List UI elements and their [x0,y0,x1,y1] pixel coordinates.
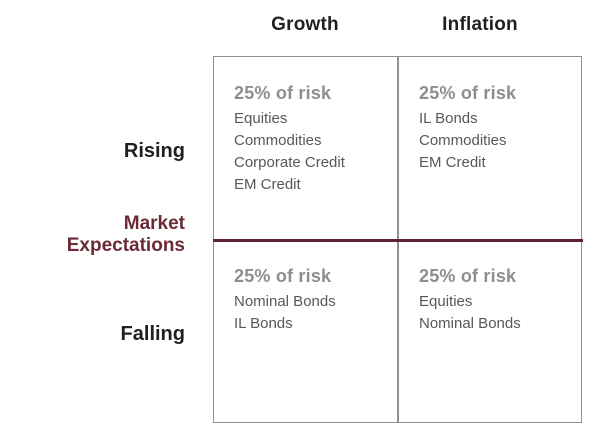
row-label-falling: Falling [120,323,185,345]
asset-item: Equities [234,110,288,127]
quadrant-falling-inflation: 25% of risk Equities Nominal Bonds [419,265,579,335]
asset-item: EM Credit [234,176,301,193]
risk-heading: 25% of risk [419,83,517,103]
column-header-inflation: Inflation [442,14,518,35]
asset-item: Commodities [419,132,507,149]
risk-heading: 25% of risk [419,266,517,286]
asset-item: IL Bonds [234,315,293,332]
asset-item: Nominal Bonds [419,315,521,332]
asset-item: Corporate Credit [234,154,345,171]
risk-heading: 25% of risk [234,83,332,103]
risk-heading: 25% of risk [234,266,332,286]
horizontal-maroon-divider [212,239,583,242]
quadrant-falling-growth: 25% of risk Nominal Bonds IL Bonds [234,265,394,335]
asset-item: IL Bonds [419,110,478,127]
row-label-rising: Rising [123,140,185,162]
asset-item: EM Credit [419,154,486,171]
quadrant-rising-inflation: 25% of risk IL Bonds Commodities EM Cred… [419,82,579,174]
axis-label-line1: Market [123,213,185,234]
matrix-box: 25% of risk Equities Commodities Corpora… [212,56,583,423]
column-header-growth: Growth [271,14,339,35]
axis-label-line2: Expectations [66,235,185,256]
quadrant-rising-growth: 25% of risk Equities Commodities Corpora… [234,82,394,196]
asset-item: Commodities [234,132,322,149]
asset-item: Nominal Bonds [234,293,336,310]
asset-item: Equities [419,293,473,310]
axis-label-market-expectations: Market Expectations [0,213,185,257]
